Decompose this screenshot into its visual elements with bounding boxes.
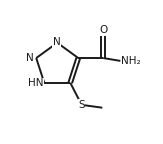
Text: S: S: [78, 100, 85, 110]
Text: N: N: [26, 53, 34, 63]
Text: NH₂: NH₂: [121, 56, 141, 66]
Text: O: O: [99, 24, 107, 35]
Text: HN: HN: [28, 78, 44, 88]
Text: N: N: [53, 37, 60, 47]
